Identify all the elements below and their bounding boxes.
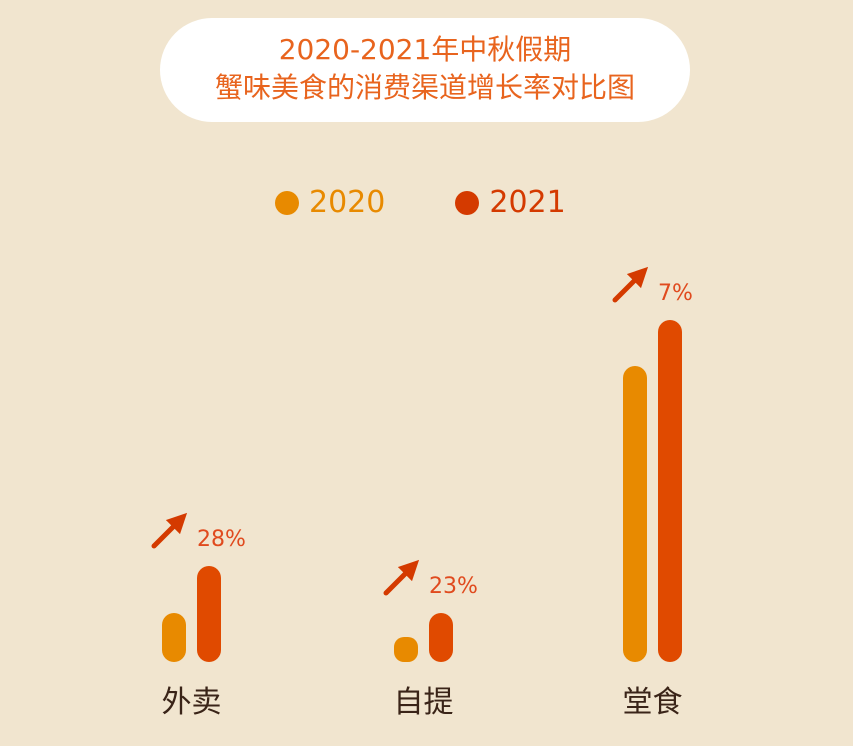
category-label-0: 外卖	[162, 685, 222, 720]
growth-arrow-icon-0	[151, 512, 188, 549]
legend-swatch-2020	[275, 190, 299, 215]
chart-subtitle: 蟹味美食的消费渠道增长率对比图	[214, 71, 635, 104]
growth-arrow-icon-2	[612, 266, 649, 303]
bar-2020-1	[394, 637, 418, 662]
bar-2021-2	[658, 320, 682, 662]
legend-label-2021: 2021	[489, 185, 566, 220]
legend-swatch-2021	[455, 190, 480, 215]
legend: 2020 2021	[275, 185, 566, 220]
bar-2020-0	[162, 613, 186, 662]
bar-2021-1	[429, 613, 453, 662]
title-box: 2020-2021年中秋假期 蟹味美食的消费渠道增长率对比图	[160, 18, 690, 122]
category-label-1: 自提	[394, 685, 454, 720]
bar-2020-2	[623, 366, 647, 662]
growth-label-0: 28%	[197, 527, 246, 552]
legend-label-2020: 2020	[309, 185, 386, 220]
category-label-2: 堂食	[623, 685, 683, 720]
chart-title: 2020-2021年中秋假期	[278, 33, 572, 66]
growth-label-2: 7%	[658, 281, 693, 306]
bar-2021-0	[197, 566, 221, 662]
growth-label-1: 23%	[429, 574, 478, 599]
legend-item-2021: 2021	[455, 185, 566, 220]
legend-item-2020: 2020	[275, 185, 385, 220]
growth-arrow-icon-1	[383, 559, 420, 596]
